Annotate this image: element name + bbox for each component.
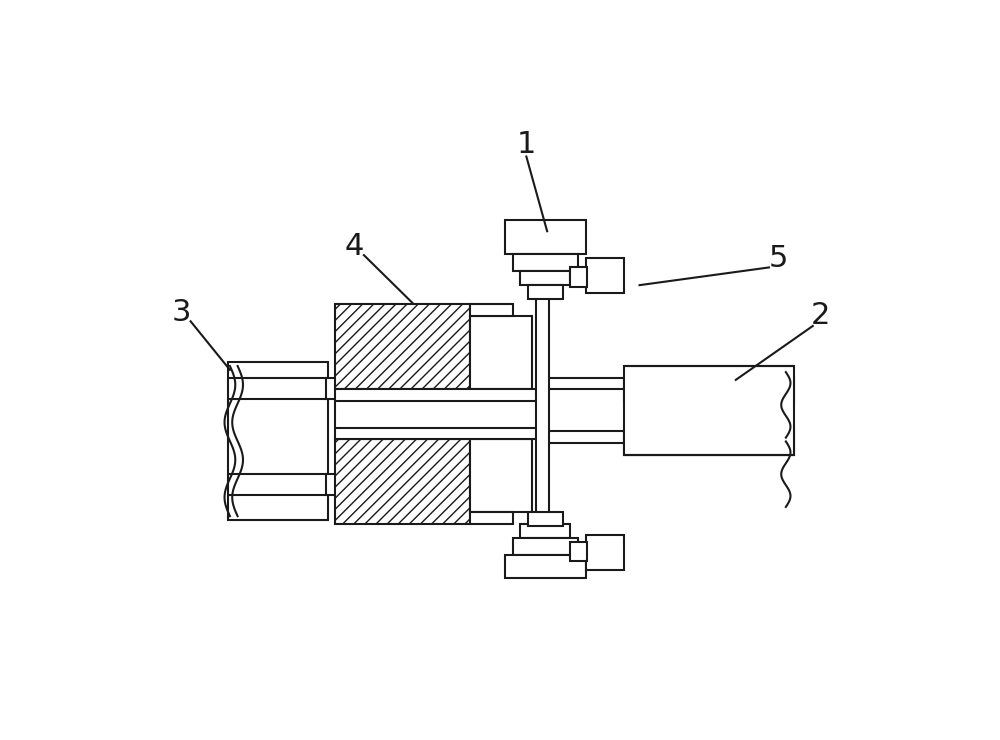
- Bar: [520, 524, 570, 538]
- Bar: [326, 377, 340, 399]
- Bar: [536, 239, 549, 543]
- Bar: [586, 536, 624, 570]
- Bar: [624, 431, 794, 454]
- Bar: [505, 220, 586, 255]
- Text: 3: 3: [172, 297, 191, 326]
- Text: 5: 5: [768, 243, 788, 273]
- Bar: [512, 538, 578, 555]
- Text: 1: 1: [517, 130, 536, 159]
- Bar: [326, 474, 340, 495]
- Bar: [470, 439, 532, 512]
- Bar: [512, 255, 578, 272]
- Bar: [570, 267, 587, 286]
- Bar: [624, 377, 794, 400]
- Bar: [570, 542, 587, 561]
- Bar: [228, 362, 328, 520]
- Bar: [470, 316, 532, 389]
- Bar: [470, 512, 512, 524]
- Bar: [528, 285, 563, 299]
- Text: 2: 2: [811, 301, 830, 331]
- Bar: [505, 555, 586, 578]
- Bar: [624, 366, 794, 454]
- Bar: [335, 304, 470, 389]
- Bar: [335, 439, 470, 524]
- Bar: [520, 272, 570, 285]
- Bar: [470, 304, 512, 316]
- Bar: [528, 512, 563, 526]
- Bar: [335, 389, 539, 439]
- Bar: [586, 258, 624, 293]
- Text: 4: 4: [345, 232, 364, 261]
